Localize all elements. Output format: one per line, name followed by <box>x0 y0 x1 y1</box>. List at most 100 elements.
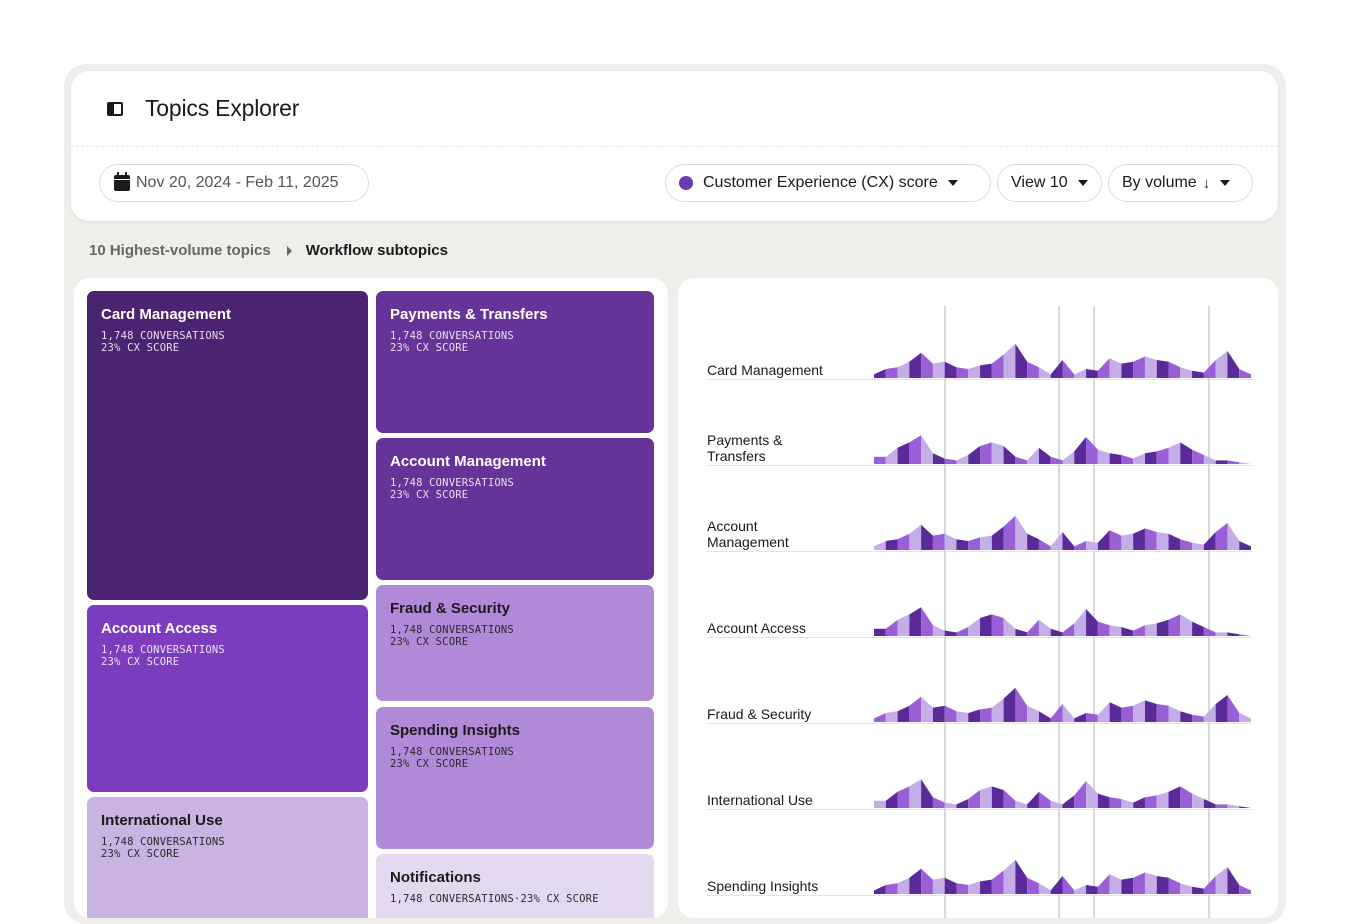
sparkline-segment <box>980 786 992 808</box>
chevron-down-icon <box>1077 180 1088 186</box>
sparkline-segment <box>980 614 992 636</box>
sparkline-segment <box>1239 713 1251 722</box>
sparkline-segment <box>1109 625 1122 636</box>
sparkline-segment <box>1050 800 1063 808</box>
date-range-label: Nov 20, 2024 - Feb 11, 2025 <box>136 174 339 191</box>
treemap-tile[interactable]: Account Management 1,748 CONVERSATIONS 2… <box>376 438 654 580</box>
sparkline-segment <box>1227 804 1240 808</box>
sparkline-segment <box>1203 876 1216 894</box>
sparkline-segment <box>1215 695 1228 722</box>
sparkline-segment <box>1003 859 1016 894</box>
sparkline-segment <box>1062 532 1075 550</box>
tile-score: 23% CX SCORE <box>101 342 180 354</box>
sparkline-segment <box>956 627 969 636</box>
treemap-tile[interactable]: Fraud & Security 1,748 CONVERSATIONS 23%… <box>376 585 654 701</box>
sparkline-segment <box>1015 687 1028 722</box>
sparkline-segment <box>991 442 1004 464</box>
sparkline-segment <box>1144 700 1157 722</box>
sparkline-segment <box>1192 621 1204 636</box>
sparkline-segment <box>1156 532 1169 550</box>
tile-score: 23% CX SCORE <box>101 848 180 860</box>
sparkline-segment <box>909 435 922 464</box>
sparkline-segment <box>897 533 910 550</box>
sparkline-segment <box>1180 539 1193 550</box>
sparkline-label: Spending Insights <box>707 878 819 894</box>
sparkline-segment <box>1015 343 1028 378</box>
sparkline-segment <box>1003 343 1016 378</box>
sparkline-segment <box>1003 515 1016 550</box>
sparkline-chart <box>874 607 1251 636</box>
sparkline-segment <box>1144 872 1157 894</box>
sparkline-label: Fraud & Security <box>707 706 812 722</box>
row-divider <box>707 809 1252 810</box>
sparkline-segment <box>1133 356 1145 378</box>
sparkline-row[interactable]: Account Access <box>707 552 1252 638</box>
sidebar-panel-icon[interactable] <box>107 101 123 116</box>
breadcrumb-parent[interactable]: 10 Highest-volume topics <box>89 242 271 259</box>
sparkline-row[interactable]: Payments & Transfers <box>707 380 1252 466</box>
sparkline-segment <box>1027 533 1039 550</box>
sparkline-segment <box>932 797 945 808</box>
sparkline-segment <box>1121 361 1134 378</box>
treemap-tile[interactable]: Card Management 1,748 CONVERSATIONS 23% … <box>87 291 368 600</box>
sparkline-segment <box>932 533 945 550</box>
sort-dropdown[interactable]: By volume ↓ <box>1108 164 1253 202</box>
arrow-down-icon: ↓ <box>1202 174 1211 192</box>
sparkline-label: Account Access <box>707 620 806 636</box>
sparkline-segment <box>932 705 945 722</box>
sparkline-segment <box>921 696 933 722</box>
sparkline-row[interactable]: Spending Insights <box>707 810 1252 896</box>
date-range-picker[interactable]: Nov 20, 2024 - Feb 11, 2025 <box>99 164 369 202</box>
sparkline-row[interactable]: Account Management <box>707 466 1252 552</box>
view-count-dropdown[interactable]: View 10 <box>997 164 1102 202</box>
sparkline-segment <box>897 705 910 722</box>
sparkline-segment <box>956 539 969 550</box>
sparkline-segment <box>1144 795 1157 808</box>
sparkline-segment <box>909 779 922 808</box>
tile-score: 23% CX SCORE <box>390 342 469 354</box>
sparkline-segment <box>874 713 886 722</box>
sparkline-segment <box>1050 360 1063 378</box>
sparkline-segment <box>1074 369 1087 378</box>
sparkline-segment <box>1062 451 1075 464</box>
sparkline-segment <box>1097 530 1110 550</box>
sparkline-segment <box>1097 874 1110 894</box>
sparkline-segment <box>1239 806 1251 808</box>
sparkline-segment <box>1168 786 1181 808</box>
tile-title: Payments & Transfers <box>390 306 548 323</box>
sparkline-row[interactable]: International Use <box>707 724 1252 810</box>
sparkline-segment <box>1015 628 1028 636</box>
sparkline-segment <box>944 458 957 464</box>
treemap-tile[interactable]: Account Access 1,748 CONVERSATIONS 23% C… <box>87 605 368 792</box>
sparkline-segment <box>1203 799 1216 808</box>
sparkline-segment <box>944 630 957 636</box>
sparkline-segment <box>1156 876 1169 894</box>
sparkline-segment <box>944 533 957 550</box>
sparkline-row[interactable]: Fraud & Security <box>707 638 1252 724</box>
sparkline-segment <box>921 524 933 550</box>
sparkline-row[interactable]: Card Management <box>707 294 1252 380</box>
sparkline-segment <box>1227 695 1240 722</box>
metric-dropdown[interactable]: Customer Experience (CX) score <box>665 164 991 202</box>
sparkline-label: Account Management <box>707 518 789 550</box>
sparkline-segment <box>1227 460 1240 464</box>
sparkline-segment <box>1215 460 1228 464</box>
row-divider <box>707 551 1252 552</box>
sparkline-segment <box>885 367 898 378</box>
sparkline-segment <box>1109 530 1122 550</box>
sparkline-segment <box>1086 541 1098 550</box>
sparkline-segment <box>874 885 886 894</box>
treemap-tile[interactable]: Payments & Transfers 1,748 CONVERSATIONS… <box>376 291 654 433</box>
sparkline-segment <box>1144 528 1157 550</box>
sparkline-segment <box>1121 627 1134 636</box>
sparkline-segment <box>1168 361 1181 378</box>
tile-conversations: 1,748 CONVERSATIONS <box>101 644 225 656</box>
sparkline-segment <box>1121 799 1134 808</box>
breadcrumb: 10 Highest-volume topics Workflow subtop… <box>89 242 448 259</box>
sparkline-segment <box>1050 876 1063 894</box>
sparkline-segment <box>1227 351 1240 378</box>
sparkline-segment <box>1003 446 1016 464</box>
treemap-tile[interactable]: International Use 1,748 CONVERSATIONS 23… <box>87 797 368 918</box>
treemap-tile[interactable]: Notifications 1,748 CONVERSATIONS · 23% … <box>376 854 654 918</box>
treemap-tile[interactable]: Spending Insights 1,748 CONVERSATIONS 23… <box>376 707 654 849</box>
